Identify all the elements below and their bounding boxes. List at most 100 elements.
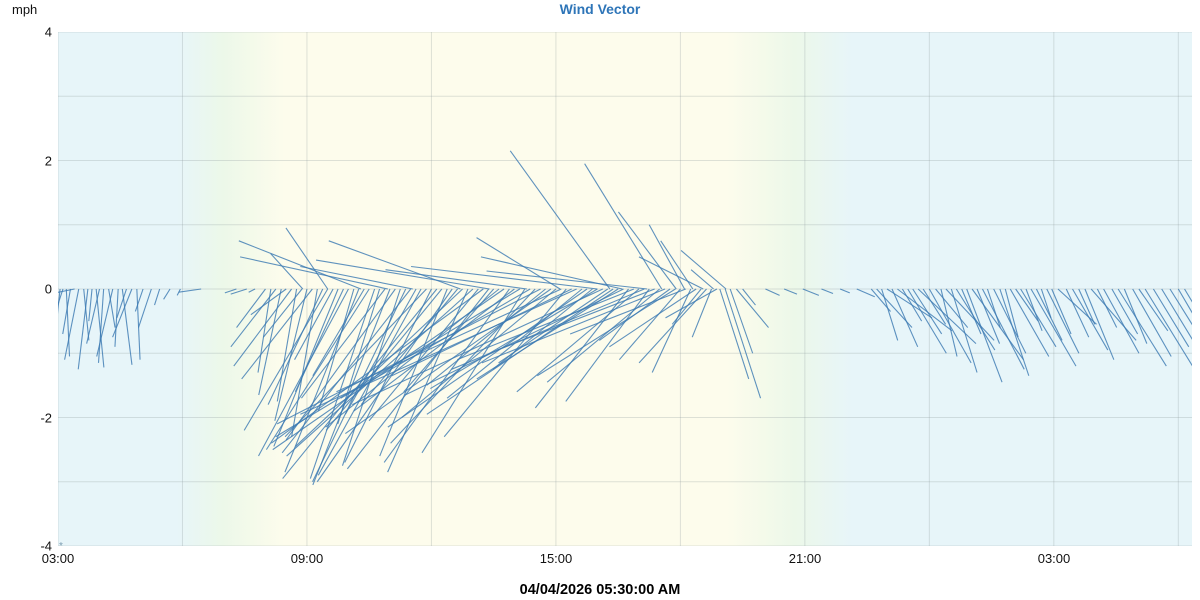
wind-vector-line — [1117, 288, 1167, 367]
wind-vector-line — [368, 288, 479, 422]
wind-vector-line — [282, 288, 438, 479]
wind-vector-line — [58, 288, 64, 306]
wind-vector-line — [238, 240, 362, 290]
wind-vector-line — [481, 288, 666, 364]
wind-vector-line — [340, 288, 531, 399]
wind-vector-line — [966, 288, 1003, 383]
wind-vector-line — [275, 288, 521, 438]
wind-vector-line — [1152, 288, 1190, 348]
wind-vector-line — [735, 288, 769, 328]
wind-vector-line — [262, 288, 303, 338]
wind-vector-line — [267, 288, 324, 405]
wind-vector-line — [881, 288, 899, 341]
wind-vector-line — [1046, 288, 1080, 354]
wind-vector-line — [230, 288, 277, 348]
wind-vector-line — [383, 288, 510, 463]
wind-vector-line — [665, 288, 718, 319]
wind-vector-line — [719, 288, 750, 380]
wind-vector-line — [114, 288, 119, 347]
wind-vector-line — [116, 288, 127, 319]
wind-vector-line — [1184, 288, 1192, 303]
wind-vector-line — [509, 150, 611, 290]
wind-vector-line — [1177, 288, 1192, 314]
wind-vector-line — [536, 288, 676, 377]
wind-vector-line — [569, 288, 686, 335]
chart-title: Wind Vector — [559, 1, 641, 17]
wind-vector-line — [294, 288, 344, 393]
wind-vector-line — [839, 288, 850, 294]
wind-vector-line — [1020, 288, 1057, 348]
wind-vector-line — [1161, 288, 1192, 340]
wind-vector-line — [88, 288, 93, 322]
wind-vector-line — [765, 288, 780, 296]
wind-vector-line — [912, 288, 943, 335]
wind-vector-line — [856, 288, 875, 298]
wind-vector-line — [443, 288, 567, 438]
wind-vector-line — [300, 265, 413, 290]
wind-vector-line — [274, 288, 308, 421]
wind-vector-line — [97, 288, 105, 363]
wind-vector-line — [1040, 288, 1052, 319]
wind-vector-line — [680, 250, 727, 290]
wind-vector-line — [1025, 288, 1043, 331]
wind-vector-line — [312, 288, 391, 486]
x-tick-label: 15:00 — [539, 551, 573, 566]
wind-vector-line — [802, 288, 820, 296]
wind-vector-line — [1004, 288, 1019, 338]
wind-vector-line — [379, 288, 448, 457]
wind-vector-line — [295, 288, 463, 447]
wind-vector-line — [309, 288, 376, 479]
wind-vector-line — [317, 288, 355, 412]
wind-vector-line — [353, 288, 515, 412]
wind-vector-line — [1144, 288, 1192, 367]
wind-vector-line — [77, 288, 89, 370]
wind-vector-line — [385, 269, 527, 290]
wind-vector-line — [534, 288, 629, 409]
wind-vector-line — [565, 288, 650, 402]
wind-vector-line — [497, 288, 655, 351]
wind-vector-line — [1103, 288, 1140, 354]
wind-vector-line — [742, 288, 756, 306]
wind-vector-line — [301, 288, 386, 399]
wind-vector-line — [421, 288, 526, 454]
wind-vector-line — [651, 288, 692, 373]
y-axis-unit-label: mph — [12, 2, 38, 17]
wind-vector-line — [341, 288, 401, 466]
wind-vector-plot-area[interactable] — [58, 32, 1192, 546]
wind-vector-line — [617, 211, 677, 290]
wind-vector-line — [312, 288, 365, 377]
wind-vector-line — [430, 288, 598, 390]
y-tick-label: -4 — [40, 538, 52, 554]
wind-vector-line — [618, 288, 681, 361]
wind-vector-line — [1078, 288, 1096, 325]
x-tick-label: 03:00 — [41, 551, 75, 566]
wind-vector-line — [1138, 288, 1169, 332]
wind-vector-line — [108, 288, 116, 328]
wind-vector-line — [163, 288, 171, 300]
wind-vector-line — [922, 288, 947, 325]
wind-vector-line — [64, 288, 80, 360]
wind-vector-line — [584, 163, 663, 290]
wind-vector-line — [284, 288, 427, 438]
wind-vector-line — [476, 288, 619, 380]
wind-vector-line — [241, 288, 313, 380]
wind-vector-line — [387, 288, 469, 473]
wind-vector-line — [58, 288, 75, 293]
wind-vector-line — [1015, 288, 1039, 322]
wind-vector-line — [971, 288, 1024, 360]
wind-vector-line — [1096, 288, 1118, 328]
wind-vector-line — [1090, 288, 1137, 341]
wind-vector-line — [999, 288, 1030, 376]
wind-vector-line — [236, 288, 266, 328]
current-timestamp-label: 04/04/2026 05:30:00 AM — [519, 582, 681, 598]
wind-vector-line — [224, 288, 237, 294]
wind-vector-line — [638, 256, 704, 290]
wind-vector-line — [137, 288, 152, 328]
wind-vector-line — [1111, 288, 1139, 335]
wind-vector-line — [276, 288, 298, 402]
wind-vector-line — [316, 288, 453, 483]
wind-vector-line — [58, 288, 61, 314]
wind-vector-line — [285, 288, 396, 441]
wind-vector-line — [516, 288, 640, 393]
wind-vector-line — [940, 288, 958, 357]
